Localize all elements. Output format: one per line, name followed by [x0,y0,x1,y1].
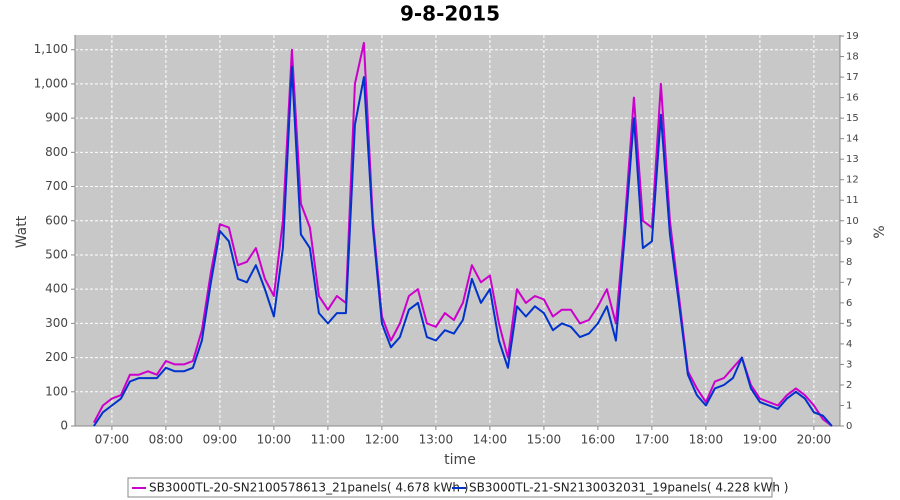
x-tick-label: 09:00 [203,433,238,447]
y2-tick-label: 7 [846,277,852,288]
y2-tick-label: 11 [846,195,859,206]
x-tick-label: 10:00 [257,433,292,447]
x-axis-label: time [444,452,476,468]
y2-tick-label: 6 [846,298,852,309]
x-tick-label: 14:00 [473,433,508,447]
y2-tick-label: 3 [846,359,852,370]
legend-label: SB3000TL-20-SN2100578613_21panels( 4.678… [149,481,468,495]
x-tick-label: 08:00 [149,433,184,447]
y-tick-label: 900 [45,111,68,125]
y2-tick-label: 5 [846,318,852,329]
y-tick-label: 800 [45,145,68,159]
plot-area [75,35,840,426]
x-tick-label: 07:00 [95,433,130,447]
y-tick-label: 300 [45,316,68,330]
y2-tick-label: 18 [846,52,859,63]
x-tick-label: 12:00 [365,433,400,447]
y-tick-label: 1,000 [34,76,68,90]
x-tick-label: 20:00 [797,433,832,447]
y-tick-label: 200 [45,350,68,364]
y2-tick-label: 14 [846,134,859,145]
x-tick-label: 13:00 [419,433,454,447]
series-line [93,65,833,427]
x-tick-label: 19:00 [743,433,778,447]
y2-tick-label: 19 [846,31,859,42]
y2-tick-label: 10 [846,216,859,227]
y2-tick-label: 12 [846,175,859,186]
y2-tick-label: 8 [846,257,852,268]
y-tick-label: 600 [45,213,68,227]
y2-tick-label: 2 [846,380,852,391]
y2-tick-label: 17 [846,72,859,83]
x-tick-label: 15:00 [527,433,562,447]
y-tick-label: 500 [45,247,68,261]
y2-tick-label: 16 [846,93,859,104]
chart-title: 9-8-2015 [400,2,500,26]
y-tick-label: 700 [45,179,68,193]
y-tick-label: 100 [45,384,68,398]
y2-tick-label: 1 [846,400,852,411]
y2-tick-label: 13 [846,154,859,165]
y-tick-label: 0 [60,419,68,433]
x-tick-label: 18:00 [689,433,724,447]
y2-tick-label: 15 [846,113,859,124]
y2-axis-label: % [872,225,888,238]
y-tick-label: 1,100 [34,42,68,56]
series-line [93,41,833,427]
y2-tick-label: 9 [846,236,852,247]
legend-box [127,477,773,498]
y2-tick-label: 4 [846,339,852,350]
x-tick-label: 16:00 [581,433,616,447]
y-axis-label: Watt [14,215,30,248]
x-tick-label: 11:00 [311,433,346,447]
y-tick-label: 400 [45,282,68,296]
x-tick-label: 17:00 [635,433,670,447]
y2-tick-label: 0 [846,421,852,432]
legend-label: SB3000TL-21-SN2130032031_19panels( 4.228… [469,481,788,495]
